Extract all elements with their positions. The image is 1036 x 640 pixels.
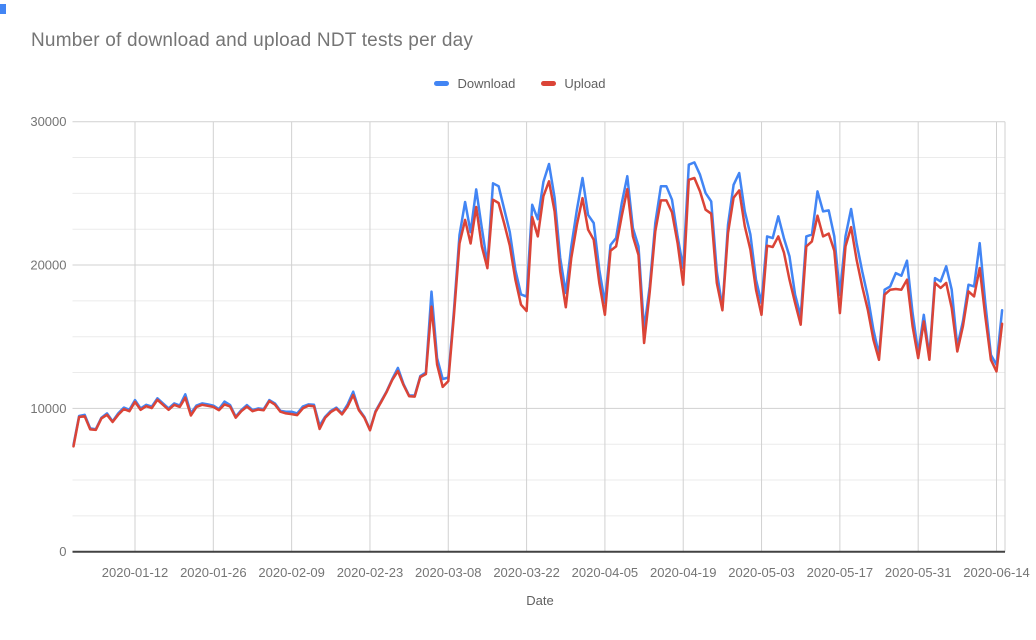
y-tick-label: 20000 bbox=[30, 258, 66, 273]
x-tick-label: 2020-05-17 bbox=[807, 565, 874, 580]
y-tick-label: 0 bbox=[59, 544, 66, 559]
legend-label-upload: Upload bbox=[564, 76, 606, 91]
x-tick-label: 2020-02-23 bbox=[337, 565, 404, 580]
x-tick-label: 2020-02-09 bbox=[258, 565, 325, 580]
download-swatch-icon bbox=[434, 81, 450, 86]
x-tick-label: 2020-01-12 bbox=[102, 565, 169, 580]
x-tick-label: 2020-03-22 bbox=[493, 565, 560, 580]
upload-swatch-icon bbox=[541, 81, 557, 86]
upload-line[interactable] bbox=[72, 176, 1004, 448]
x-tick-label: 2020-03-08 bbox=[415, 565, 482, 580]
legend-item-download[interactable]: Download bbox=[434, 76, 515, 91]
legend-item-upload[interactable]: Upload bbox=[541, 76, 606, 91]
x-tick-label: 2020-05-03 bbox=[728, 565, 795, 580]
download-line[interactable] bbox=[72, 161, 1004, 447]
x-tick-label: 2020-04-05 bbox=[572, 565, 639, 580]
x-tick-label: 2020-06-14 bbox=[963, 565, 1030, 580]
x-tick-label: 2020-01-26 bbox=[180, 565, 247, 580]
x-tick-label: 2020-05-31 bbox=[885, 565, 952, 580]
chart-legend: Download Upload bbox=[0, 76, 1036, 91]
legend-label-download: Download bbox=[457, 76, 516, 91]
y-tick-label: 10000 bbox=[30, 401, 66, 416]
x-tick-label: 2020-04-19 bbox=[650, 565, 717, 580]
chart-title: Number of download and upload NDT tests … bbox=[31, 30, 474, 51]
corner-artifact bbox=[0, 4, 6, 14]
x-axis-title: Date bbox=[526, 593, 554, 608]
y-tick-label: 30000 bbox=[30, 114, 66, 129]
